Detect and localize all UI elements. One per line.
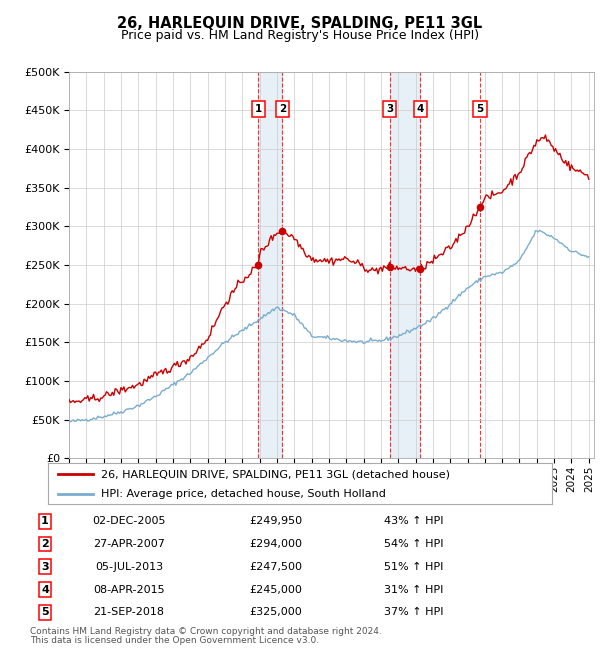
Text: 27-APR-2007: 27-APR-2007 [93, 539, 165, 549]
Text: 08-APR-2015: 08-APR-2015 [93, 584, 165, 595]
Text: £247,500: £247,500 [250, 562, 302, 572]
Text: 4: 4 [416, 103, 424, 114]
Bar [258, 72, 283, 458]
Text: 1: 1 [254, 103, 262, 114]
Text: 31% ↑ HPI: 31% ↑ HPI [384, 584, 443, 595]
Text: £294,000: £294,000 [250, 539, 302, 549]
Text: 51% ↑ HPI: 51% ↑ HPI [384, 562, 443, 572]
Text: 5: 5 [476, 103, 484, 114]
Text: 2: 2 [41, 539, 49, 549]
Text: 54% ↑ HPI: 54% ↑ HPI [384, 539, 443, 549]
Text: 02-DEC-2005: 02-DEC-2005 [92, 516, 166, 526]
Text: 43% ↑ HPI: 43% ↑ HPI [384, 516, 443, 526]
Text: £325,000: £325,000 [250, 607, 302, 618]
Text: 26, HARLEQUIN DRIVE, SPALDING, PE11 3GL: 26, HARLEQUIN DRIVE, SPALDING, PE11 3GL [118, 16, 482, 31]
Text: 26, HARLEQUIN DRIVE, SPALDING, PE11 3GL (detached house): 26, HARLEQUIN DRIVE, SPALDING, PE11 3GL … [101, 469, 450, 479]
Text: HPI: Average price, detached house, South Holland: HPI: Average price, detached house, Sout… [101, 489, 386, 499]
Text: This data is licensed under the Open Government Licence v3.0.: This data is licensed under the Open Gov… [30, 636, 319, 645]
Text: 37% ↑ HPI: 37% ↑ HPI [384, 607, 443, 618]
Text: 3: 3 [386, 103, 394, 114]
Text: 21-SEP-2018: 21-SEP-2018 [94, 607, 164, 618]
Text: Price paid vs. HM Land Registry's House Price Index (HPI): Price paid vs. HM Land Registry's House … [121, 29, 479, 42]
Text: 1: 1 [41, 516, 49, 526]
Text: £249,950: £249,950 [250, 516, 302, 526]
Text: 5: 5 [41, 607, 49, 618]
Text: 05-JUL-2013: 05-JUL-2013 [95, 562, 163, 572]
Text: £245,000: £245,000 [250, 584, 302, 595]
Text: 2: 2 [279, 103, 286, 114]
Text: Contains HM Land Registry data © Crown copyright and database right 2024.: Contains HM Land Registry data © Crown c… [30, 627, 382, 636]
Bar [390, 72, 420, 458]
Text: 4: 4 [41, 584, 49, 595]
Text: 3: 3 [41, 562, 49, 572]
